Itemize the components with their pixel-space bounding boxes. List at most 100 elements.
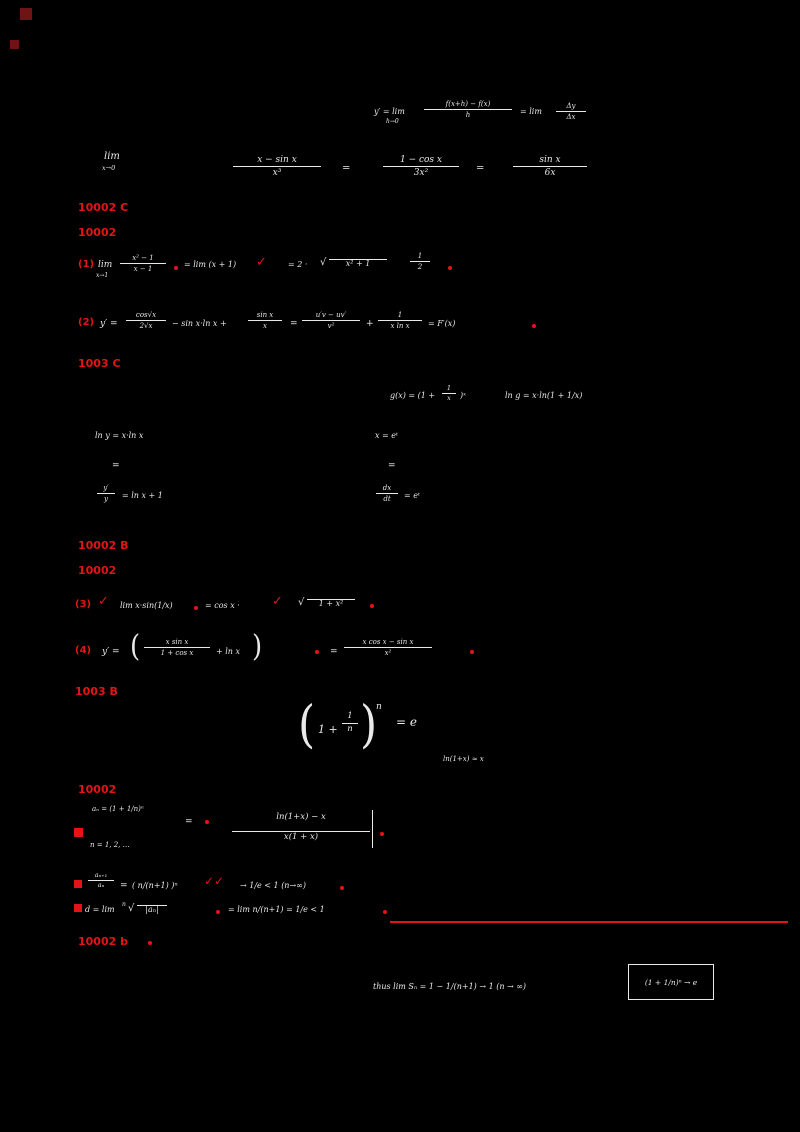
math-fragment: = ln x + 1	[122, 491, 163, 500]
evaluation-bar	[372, 810, 373, 848]
fraction: sin x x	[248, 311, 282, 330]
left-paren: (	[130, 629, 141, 665]
red-dot	[205, 820, 209, 824]
limit-operator: lim	[98, 260, 113, 270]
fraction-numerator: 1	[378, 311, 422, 322]
fraction-numerator: cos√x	[126, 311, 166, 322]
grade-label: 1003 B	[75, 685, 118, 698]
math-fragment: = F′(x)	[428, 319, 456, 328]
fraction-numerator: x sin x	[144, 638, 210, 649]
red-dot	[216, 910, 220, 914]
fraction-denominator: x − 1	[133, 265, 153, 274]
math-fragment: = lim	[520, 107, 542, 116]
red-dot	[340, 886, 344, 890]
grade-label: 10002	[78, 564, 117, 577]
grade-label: 10002 b	[78, 935, 128, 948]
item-label: (2)	[78, 317, 95, 328]
overline-group: |aₙ|	[137, 905, 167, 914]
fraction-numerator: dx	[376, 484, 398, 495]
limit-subscript: x→1	[96, 272, 109, 279]
math-fragment: ln g = x·ln(1 + 1/x)	[505, 391, 583, 400]
fraction: x² − 1 x − 1	[120, 254, 166, 273]
math-fragment: = 2 ·	[288, 260, 308, 269]
fraction-denominator: x(1 + x)	[283, 832, 319, 842]
boxed-formula: (1 + 1/n)ⁿ → e	[628, 964, 714, 1000]
right-paren: )	[252, 629, 263, 665]
radical-sign: √	[298, 597, 305, 608]
check-mark: ✓	[256, 255, 267, 270]
red-dot	[470, 650, 474, 654]
fraction-denominator: 6x	[544, 168, 556, 179]
fraction: x sin x 1 + cos x	[144, 638, 210, 657]
radical-sign: √	[128, 903, 135, 914]
math-fragment: lim x·sin(1/x)	[120, 601, 173, 610]
fraction-denominator: aₙ	[97, 881, 105, 890]
fraction: 1 x	[442, 384, 456, 403]
math-fragment: y′ = lim	[374, 107, 405, 116]
limit-subscript: x→0	[102, 164, 116, 172]
fraction: cos√x 2√x	[126, 311, 166, 330]
overline-group: 1 + x²	[307, 599, 355, 608]
math-fragment: y′ =	[102, 647, 120, 657]
red-dot	[383, 910, 387, 914]
fraction-denominator: v²	[327, 322, 335, 331]
boxed-formula-text: (1 + 1/n)ⁿ → e	[644, 977, 698, 987]
equals-sign: =	[388, 461, 396, 471]
fraction: f(x+h) − f(x) h	[424, 100, 512, 119]
red-dot	[370, 604, 374, 608]
fraction-denominator: x²	[384, 649, 392, 658]
equals-sign: =	[476, 163, 485, 174]
grade-label: 10002 C	[78, 201, 129, 214]
math-fragment: = cos x ·	[205, 601, 240, 610]
equals-sign: =	[342, 163, 351, 174]
math-fragment: aₙ = (1 + 1/n)ⁿ	[92, 805, 144, 813]
left-paren: (	[298, 695, 316, 755]
fraction-numerator: y′	[97, 484, 115, 495]
fraction-denominator: x³	[272, 168, 282, 179]
radicand: |aₙ|	[137, 905, 167, 914]
check-mark: ✓	[98, 594, 109, 609]
fraction-numerator: f(x+h) − f(x)	[424, 100, 512, 111]
limit-operator: lim	[104, 151, 120, 162]
math-fragment: − sin x·ln x +	[172, 319, 227, 328]
fraction-numerator: x cos x − sin x	[344, 638, 432, 649]
root-index: n	[122, 901, 126, 908]
exponent: n	[376, 702, 382, 712]
fraction-denominator: x	[263, 322, 267, 331]
red-dot	[448, 266, 452, 270]
red-dot	[194, 606, 198, 610]
fraction-numerator: 1 − cos x	[383, 155, 459, 168]
fraction: aₙ₊₁ aₙ	[88, 871, 114, 890]
fraction-denominator: 2√x	[139, 322, 153, 331]
math-fragment: = lim n/(n+1) = 1/e < 1	[228, 905, 325, 914]
equals-sign: =	[112, 461, 120, 471]
fraction-numerator: sin x	[513, 155, 587, 168]
math-fragment: d = lim	[85, 905, 115, 914]
math-fragment: g(x) = (1 +	[390, 391, 436, 400]
fraction-numerator: 1	[342, 711, 358, 724]
red-dot	[532, 324, 536, 328]
overline-group: x² + 1	[329, 259, 387, 268]
fraction: 1 x ln x	[378, 311, 422, 330]
red-dot	[174, 266, 178, 270]
radical-sign: √	[320, 257, 327, 268]
item-label: (4)	[75, 645, 92, 656]
math-fragment: = eᵗ	[404, 491, 420, 500]
red-mark-square	[74, 880, 82, 888]
equals-sign: =	[290, 319, 298, 329]
fraction: x − sin x x³	[233, 155, 321, 179]
fraction-denominator: n	[347, 723, 353, 734]
red-mark-square	[74, 904, 82, 912]
equals-sign: =	[330, 647, 338, 657]
limit-subscript: h→0	[386, 118, 399, 125]
math-fragment: + ln x	[216, 647, 241, 656]
fraction-numerator: 1	[410, 252, 430, 263]
fraction-denominator: 3x²	[413, 168, 429, 179]
math-fragment: → 1/e < 1 (n→∞)	[240, 881, 306, 890]
fraction-numerator: sin x	[248, 311, 282, 322]
grade-label: 10002	[78, 783, 117, 796]
red-mark-square	[74, 828, 83, 837]
math-fragment: = e	[396, 715, 417, 729]
fraction-numerator: x − sin x	[233, 155, 321, 168]
fraction-numerator: aₙ₊₁	[88, 871, 114, 882]
